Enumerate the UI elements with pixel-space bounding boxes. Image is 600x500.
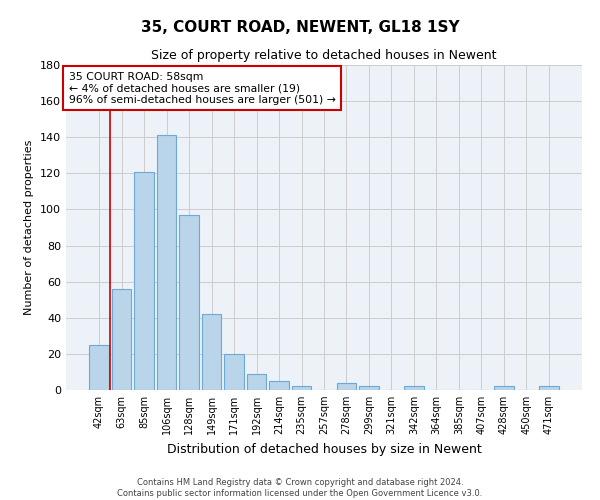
Bar [539, 386, 559, 390]
Bar [224, 354, 244, 390]
Text: 35, COURT ROAD, NEWENT, GL18 1SY: 35, COURT ROAD, NEWENT, GL18 1SY [140, 20, 460, 35]
Bar [404, 386, 424, 390]
Bar [202, 314, 221, 390]
X-axis label: Distribution of detached houses by size in Newent: Distribution of detached houses by size … [167, 442, 481, 456]
Text: Contains HM Land Registry data © Crown copyright and database right 2024.
Contai: Contains HM Land Registry data © Crown c… [118, 478, 482, 498]
Bar [89, 345, 109, 390]
Bar [112, 289, 131, 390]
Bar [247, 374, 266, 390]
Bar [494, 386, 514, 390]
Bar [179, 215, 199, 390]
Bar [134, 172, 154, 390]
Title: Size of property relative to detached houses in Newent: Size of property relative to detached ho… [151, 50, 497, 62]
Bar [157, 136, 176, 390]
Bar [269, 381, 289, 390]
Text: 35 COURT ROAD: 58sqm
← 4% of detached houses are smaller (19)
96% of semi-detach: 35 COURT ROAD: 58sqm ← 4% of detached ho… [68, 72, 335, 104]
Bar [337, 383, 356, 390]
Bar [292, 386, 311, 390]
Y-axis label: Number of detached properties: Number of detached properties [25, 140, 34, 315]
Bar [359, 386, 379, 390]
